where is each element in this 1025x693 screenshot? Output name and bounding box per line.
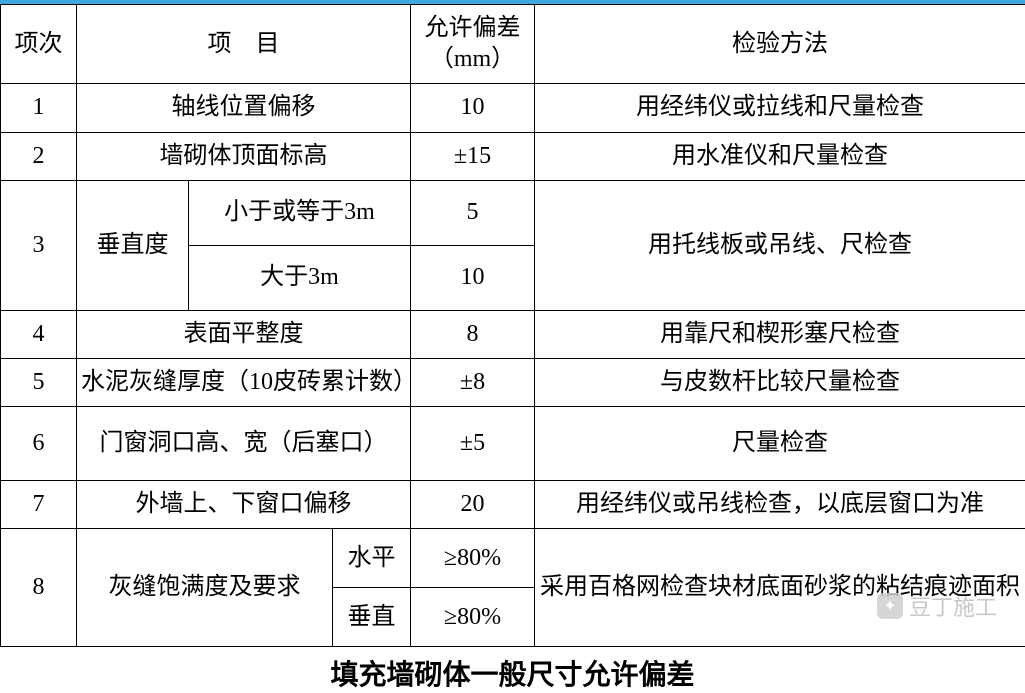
cell-sub-item: 水平 xyxy=(333,529,411,588)
cell-index: 5 xyxy=(1,358,77,406)
cell-deviation: ±5 xyxy=(411,407,535,481)
watermark-text: 豆丁施工 xyxy=(909,590,997,622)
cell-sub-item: 小于或等于3m xyxy=(189,180,411,245)
cell-sub-item: 垂直 xyxy=(333,588,411,647)
table-row: 7 外墙上、下窗口偏移 20 用经纬仪或吊线检查，以底层窗口为准 xyxy=(1,481,1025,529)
cell-method: 尺量检查 xyxy=(535,407,1025,481)
cell-item: 水泥灰缝厚度（10皮砖累计数） xyxy=(77,358,411,406)
cell-deviation: ±8 xyxy=(411,358,535,406)
cell-deviation: 10 xyxy=(411,84,535,132)
table-row: 6 门窗洞口高、宽（后塞口） ±5 尺量检查 xyxy=(1,407,1025,481)
cell-deviation: 10 xyxy=(411,245,535,310)
cell-method: 用托线板或吊线、尺检查 xyxy=(535,180,1025,310)
table-row: 3 垂直度 小于或等于3m 5 用托线板或吊线、尺检查 xyxy=(1,180,1025,245)
cell-index: 1 xyxy=(1,84,77,132)
cell-deviation: ±15 xyxy=(411,132,535,180)
cell-item: 墙砌体顶面标高 xyxy=(77,132,411,180)
watermark: ✦ 豆丁施工 xyxy=(877,590,997,622)
table-row: 4 表面平整度 8 用靠尺和楔形塞尺检查 xyxy=(1,310,1025,358)
cell-index: 4 xyxy=(1,310,77,358)
cell-method: 采用百格网检查块材底面砂浆的粘结痕迹面积 xyxy=(535,529,1025,647)
table-row: 1 轴线位置偏移 10 用经纬仪或拉线和尺量检查 xyxy=(1,84,1025,132)
cell-deviation: ≥80% xyxy=(411,588,535,647)
header-index: 项次 xyxy=(1,5,77,84)
cell-deviation: 5 xyxy=(411,180,535,245)
cell-index: 8 xyxy=(1,529,77,647)
cell-deviation: 20 xyxy=(411,481,535,529)
header-deviation: 允许偏差（mm） xyxy=(411,5,535,84)
cell-deviation: 8 xyxy=(411,310,535,358)
cell-method: 用靠尺和楔形塞尺检查 xyxy=(535,310,1025,358)
table-row: 8 灰缝饱满度及要求 水平 ≥80% 采用百格网检查块材底面砂浆的粘结痕迹面积 xyxy=(1,529,1025,588)
cell-item: 轴线位置偏移 xyxy=(77,84,411,132)
cell-index: 2 xyxy=(1,132,77,180)
watermark-icon: ✦ xyxy=(877,593,903,619)
cell-index: 6 xyxy=(1,407,77,481)
cell-sub-item: 大于3m xyxy=(189,245,411,310)
cell-item-group: 灰缝饱满度及要求 xyxy=(77,529,333,647)
cell-item: 门窗洞口高、宽（后塞口） xyxy=(77,407,411,481)
cell-method: 用经纬仪或拉线和尺量检查 xyxy=(535,84,1025,132)
cell-method: 与皮数杆比较尺量检查 xyxy=(535,358,1025,406)
header-item: 项 目 xyxy=(77,5,411,84)
table-header-row: 项次 项 目 允许偏差（mm） 检验方法 xyxy=(1,5,1025,84)
cell-deviation: ≥80% xyxy=(411,529,535,588)
cell-item: 表面平整度 xyxy=(77,310,411,358)
cell-item: 外墙上、下窗口偏移 xyxy=(77,481,411,529)
cell-index: 7 xyxy=(1,481,77,529)
header-method: 检验方法 xyxy=(535,5,1025,84)
table-row: 5 水泥灰缝厚度（10皮砖累计数） ±8 与皮数杆比较尺量检查 xyxy=(1,358,1025,406)
cell-method: 用经纬仪或吊线检查，以底层窗口为准 xyxy=(535,481,1025,529)
table-row: 2 墙砌体顶面标高 ±15 用水准仪和尺量检查 xyxy=(1,132,1025,180)
table-caption: 填充墙砌体一般尺寸允许偏差 xyxy=(0,653,1025,693)
cell-index: 3 xyxy=(1,180,77,310)
deviation-table: 项次 项 目 允许偏差（mm） 检验方法 1 轴线位置偏移 10 用经纬仪或拉线… xyxy=(0,4,1025,647)
cell-item-group: 垂直度 xyxy=(77,180,189,310)
cell-method: 用水准仪和尺量检查 xyxy=(535,132,1025,180)
